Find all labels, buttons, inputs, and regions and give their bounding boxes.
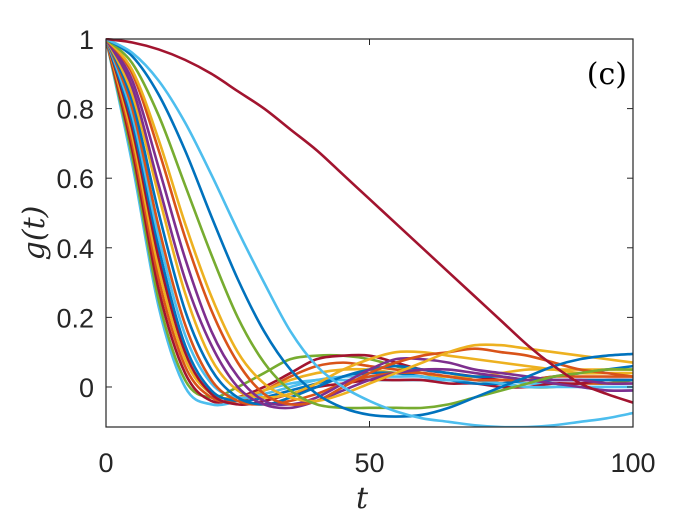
series-line <box>106 38 633 404</box>
x-tick-label: 50 <box>354 448 384 478</box>
series-line <box>106 38 633 400</box>
series-line <box>106 38 633 427</box>
y-tick-label: 0 <box>79 373 94 403</box>
y-tick-label: 0.2 <box>56 303 94 333</box>
series-line <box>106 38 633 418</box>
y-tick-label: 0.6 <box>56 164 94 194</box>
y-tick-label: 1 <box>79 25 94 55</box>
series-line <box>106 38 633 399</box>
panel-label: (c) <box>587 57 627 92</box>
plot-lines <box>106 38 633 427</box>
series-line <box>106 38 633 410</box>
series-line <box>106 38 633 403</box>
y-axis-label: g(t) <box>17 206 52 261</box>
y-tick-label: 0.4 <box>56 234 94 264</box>
x-tick-label: 100 <box>610 448 655 478</box>
series-line <box>106 38 633 406</box>
x-axis-label: t <box>356 481 369 516</box>
x-tick-label: 0 <box>98 448 113 478</box>
y-tick-label: 0.8 <box>56 95 94 125</box>
series-line <box>106 38 633 410</box>
ticks: 0 0.2 0.4 0.6 0.8 1 0 50 100 <box>56 25 655 478</box>
